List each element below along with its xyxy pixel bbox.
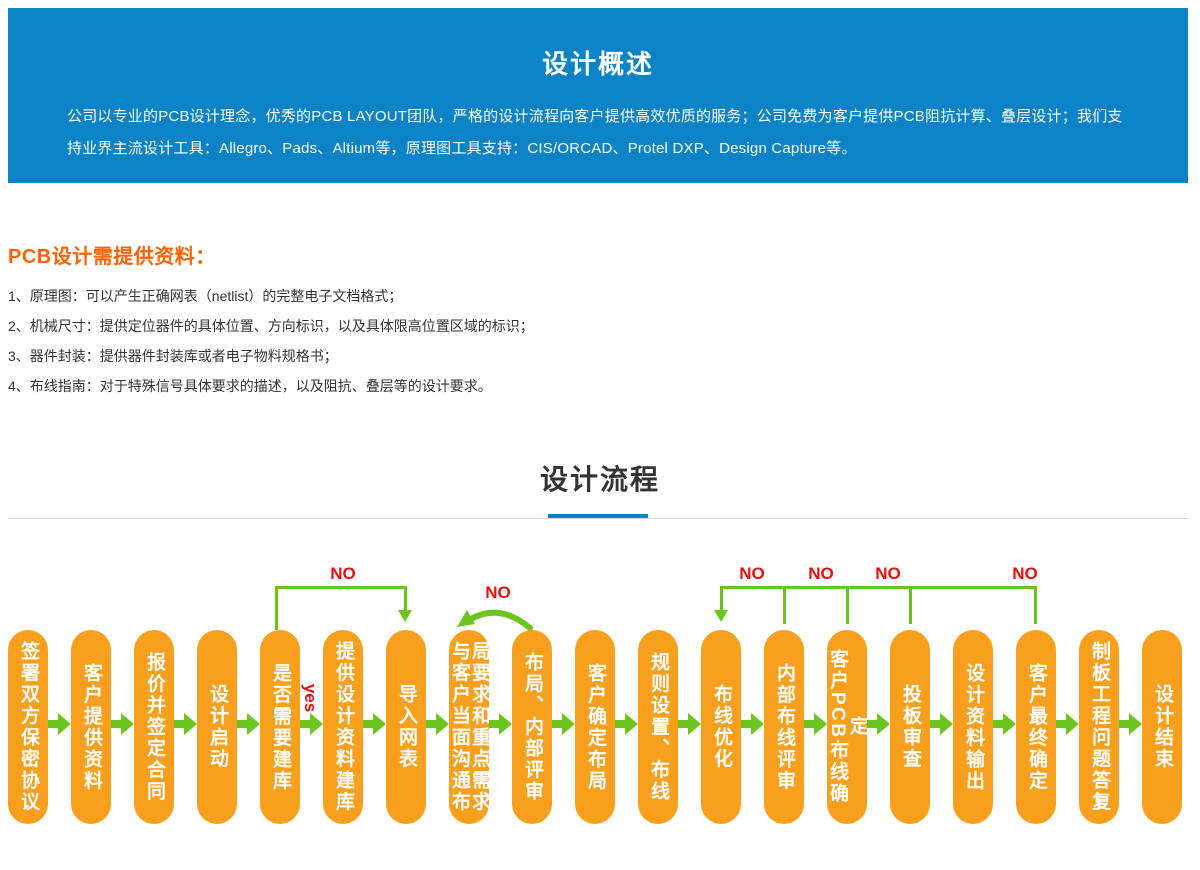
flow-connector-line bbox=[846, 586, 849, 624]
arrow-right-icon bbox=[615, 713, 638, 735]
materials-item: 3、器件封装：提供器件封装库或者电子物料规格书； bbox=[8, 348, 338, 364]
arrow-right-icon bbox=[867, 713, 890, 735]
arrow-right-icon bbox=[363, 713, 386, 735]
flow-node-10: 客户确定布局 bbox=[575, 630, 615, 824]
flow-node-14: 客户PCB布线确定 bbox=[827, 630, 868, 824]
flow-node-19: 设计结束 bbox=[1142, 630, 1182, 824]
no-label: NO bbox=[485, 583, 511, 602]
flow-node-label: 客户最终确定 bbox=[1026, 662, 1047, 792]
process-title: 设计流程 bbox=[539, 464, 660, 495]
no-label: NO bbox=[1012, 564, 1038, 583]
flow-node-label: 设计资料输出 bbox=[963, 662, 984, 792]
flow-connector-line bbox=[275, 586, 278, 630]
arrow-down-icon bbox=[714, 610, 728, 622]
flow-connector-line bbox=[783, 586, 786, 624]
flow-connector-line bbox=[404, 586, 407, 612]
no-label: NO bbox=[330, 564, 356, 583]
flow-node-16: 设计资料输出 bbox=[953, 630, 993, 824]
arrow-right-icon bbox=[1119, 713, 1142, 735]
flow-node-4: 设计启动 bbox=[197, 630, 237, 824]
flow-node-7: 导入网表 bbox=[386, 630, 426, 824]
flow-node-label: 签署双方保密协议 bbox=[18, 641, 39, 813]
flow-node-12: 布线优化 bbox=[701, 630, 741, 824]
materials-heading: PCB设计需提供资料： bbox=[8, 246, 216, 268]
arrow-right-icon bbox=[930, 713, 953, 735]
flow-node-8: 与客户当面沟通布局要求和重点需求 bbox=[449, 630, 490, 824]
overview-title: 设计概述 bbox=[541, 49, 654, 79]
arrow-right-icon bbox=[741, 713, 764, 735]
arrow-right-icon bbox=[300, 713, 323, 735]
no-label: NO bbox=[808, 564, 834, 583]
flow-node-1: 签署双方保密协议 bbox=[8, 630, 48, 824]
flow-node-label: 内部布线评审 bbox=[774, 662, 795, 792]
arrow-right-icon bbox=[237, 713, 260, 735]
flow-node-17: 客户最终确定 bbox=[1016, 630, 1056, 824]
no-label: NO bbox=[875, 564, 901, 583]
flow-node-label: 布线优化 bbox=[711, 684, 732, 770]
flow-node-label: 是否需要建库 bbox=[270, 662, 291, 792]
materials-item: 4、布线指南：对于特殊信号具体要求的描述，以及阻抗、叠层等的设计要求。 bbox=[8, 378, 492, 394]
arrow-down-icon bbox=[398, 610, 412, 622]
arrow-right-icon bbox=[678, 713, 701, 735]
arrowhead-icon bbox=[457, 610, 475, 627]
materials-item: 1、原理图：可以产生正确网表（netlist）的完整电子文档格式； bbox=[8, 288, 403, 304]
arrow-right-icon bbox=[993, 713, 1016, 735]
flow-node-label: 投板审查 bbox=[900, 684, 921, 770]
flow-node-2: 客户提供资料 bbox=[71, 630, 111, 824]
flow-connector-line bbox=[721, 586, 1037, 589]
materials-list: 1、原理图：可以产生正确网表（netlist）的完整电子文档格式； 2、机械尺寸：… bbox=[8, 281, 1188, 401]
arrow-right-icon bbox=[489, 713, 512, 735]
arrow-right-icon bbox=[426, 713, 449, 735]
divider-accent bbox=[548, 514, 648, 518]
flow-node-6: 提供设计资料建库 bbox=[323, 630, 363, 824]
materials-item: 2、机械尺寸：提供定位器件的具体位置、方向标识，以及具体限高位置区域的标识； bbox=[8, 318, 534, 334]
arrow-right-icon bbox=[804, 713, 827, 735]
flow-node-9: 布局、内部评审 bbox=[512, 630, 552, 824]
flow-node-label: 规则设置、布线 bbox=[648, 651, 669, 803]
flow-connector-line bbox=[720, 586, 723, 612]
arrow-right-icon bbox=[111, 713, 134, 735]
flow-node-18: 制板工程问题答复 bbox=[1079, 630, 1119, 824]
arrow-right-icon bbox=[174, 713, 197, 735]
flow-node-label: 导入网表 bbox=[396, 684, 417, 770]
flow-node-label: 制板工程问题答复 bbox=[1089, 641, 1110, 813]
section-divider bbox=[8, 514, 1189, 519]
overview-banner: 设计概述 公司以专业的PCB设计理念，优秀的PCB LAYOUT团队，严格的设计… bbox=[8, 8, 1188, 183]
flow-node-15: 投板审查 bbox=[890, 630, 930, 824]
flow-node-label: 报价并签定合同 bbox=[144, 651, 165, 803]
flow-node-label: 与客户当面沟通布局要求和重点需求 bbox=[449, 641, 490, 813]
flow-connector-line bbox=[909, 586, 912, 624]
flow-connector-line bbox=[276, 586, 407, 589]
no-label: NO bbox=[739, 564, 765, 583]
flow-node-label: 客户PCB布线确定 bbox=[827, 649, 868, 805]
materials-section: PCB设计需提供资料： 1、原理图：可以产生正确网表（netlist）的完整电子… bbox=[8, 240, 1188, 401]
flow-node-label: 客户确定布局 bbox=[585, 662, 606, 792]
flow-node-13: 内部布线评审 bbox=[764, 630, 804, 824]
flow-node-11: 规则设置、布线 bbox=[638, 630, 678, 824]
process-flowchart: 签署双方保密协议 客户提供资料 报价并签定合同 设计启动 是否需要建库 提供设计资料建库 导… bbox=[0, 560, 1200, 860]
arrow-right-icon bbox=[1056, 713, 1079, 735]
flow-node-label: 设计结束 bbox=[1152, 684, 1173, 770]
overview-paragraph: 公司以专业的PCB设计理念，优秀的PCB LAYOUT团队，严格的设计流程向客户… bbox=[67, 108, 1123, 157]
arrow-right-icon bbox=[552, 713, 575, 735]
flow-node-3: 报价并签定合同 bbox=[134, 630, 174, 824]
flow-node-label: 客户提供资料 bbox=[81, 662, 102, 792]
flow-node-5: 是否需要建库 bbox=[260, 630, 300, 824]
flow-node-label: 布局、内部评审 bbox=[522, 651, 543, 803]
arrow-right-icon bbox=[48, 713, 71, 735]
flow-connector-line bbox=[1034, 586, 1037, 624]
yes-label: yes bbox=[301, 683, 320, 713]
return-arc-arrow bbox=[457, 609, 533, 631]
flow-node-label: 设计启动 bbox=[207, 684, 228, 770]
flow-node-label: 提供设计资料建库 bbox=[333, 641, 354, 813]
